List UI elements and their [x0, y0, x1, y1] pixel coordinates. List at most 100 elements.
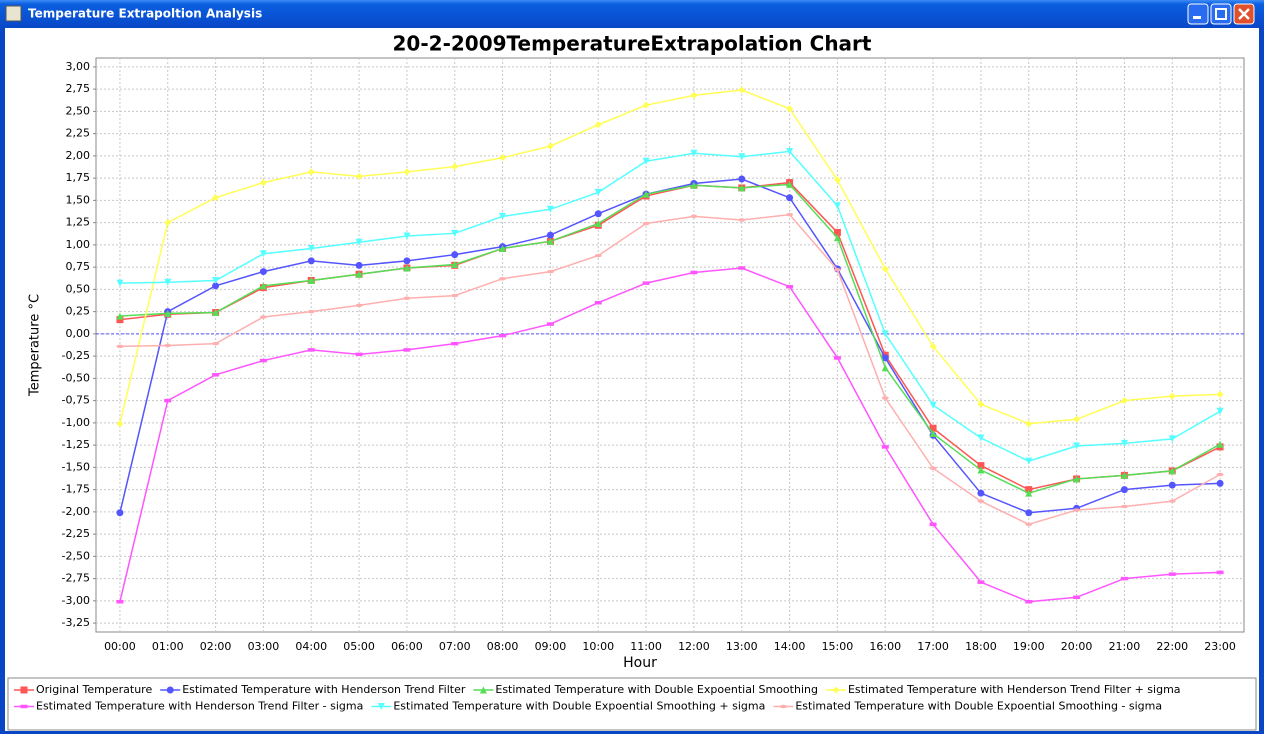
x-tick-label: 23:00: [1204, 640, 1236, 653]
data-point: [259, 179, 267, 187]
data-point: [259, 315, 267, 319]
data-point: [1073, 508, 1081, 512]
data-point: [690, 149, 698, 157]
data-point: [594, 220, 602, 228]
x-tick-label: 15:00: [822, 640, 854, 653]
y-tick-label: 1,00: [66, 238, 91, 251]
legend-marker: [377, 703, 385, 710]
data-point: [786, 212, 794, 217]
data-point: [1025, 420, 1033, 428]
window-title: Temperature Extrapoltion Analysis: [28, 7, 262, 21]
data-point: [833, 176, 841, 184]
data-point: [1168, 435, 1176, 443]
data-point: [499, 276, 507, 281]
data-point: [546, 269, 554, 274]
x-tick-label: 00:00: [104, 640, 136, 653]
chart-title: 20-2-2009TemperatureExtrapolation Chart: [393, 32, 872, 56]
y-tick-label: 2,50: [66, 104, 91, 117]
x-tick-label: 02:00: [200, 640, 232, 653]
data-point: [116, 279, 124, 287]
data-point: [642, 281, 650, 285]
data-point: [690, 214, 698, 219]
legend-label: Estimated Temperature with Double Expoen…: [393, 700, 765, 713]
data-point: [833, 356, 841, 360]
data-point: [451, 251, 459, 259]
legend-label: Estimated Temperature with Double Expoen…: [795, 700, 1162, 713]
y-tick-label: 3,00: [66, 60, 91, 73]
plot-area: [95, 57, 1245, 633]
y-tick-label: 0,00: [66, 327, 91, 340]
data-point: [355, 270, 363, 278]
y-tick-label: 2,25: [66, 127, 91, 140]
x-tick-label: 01:00: [152, 640, 184, 653]
data-point: [1025, 509, 1033, 517]
data-point: [403, 348, 411, 352]
series-line: [119, 267, 1221, 603]
data-point: [833, 234, 841, 242]
data-point: [355, 261, 363, 269]
data-point: [1025, 599, 1033, 604]
data-point: [259, 250, 267, 258]
data-point: [690, 91, 698, 99]
data-point: [451, 341, 459, 346]
data-point: [546, 231, 554, 239]
y-tick-label: -2,50: [62, 549, 90, 562]
data-point: [1073, 415, 1081, 423]
x-tick-label: 08:00: [487, 640, 519, 653]
data-point: [881, 396, 889, 400]
data-point: [977, 434, 985, 442]
data-point: [499, 212, 507, 220]
data-point: [977, 466, 985, 474]
legend-marker: [779, 704, 787, 709]
data-point: [833, 228, 841, 236]
legend-label: Estimated Temperature with Henderson Tre…: [182, 683, 466, 696]
y-tick-label: -1,00: [62, 416, 90, 429]
y-axis-label: Temperature °C: [28, 294, 43, 397]
data-point: [355, 303, 363, 308]
maximize-button[interactable]: [1210, 3, 1232, 25]
minimize-icon: [1193, 16, 1201, 19]
data-point: [1025, 486, 1033, 494]
data-point: [546, 322, 554, 326]
data-point: [1120, 439, 1128, 447]
y-tick-label: -1,75: [62, 483, 90, 496]
minimize-button[interactable]: [1187, 3, 1209, 25]
data-point: [451, 293, 459, 298]
data-point: [307, 244, 315, 252]
x-tick-label: 14:00: [774, 640, 806, 653]
legend-label: Estimated Temperature with Henderson Tre…: [36, 700, 363, 713]
data-point: [594, 188, 602, 196]
y-tick-label: -3,00: [62, 594, 90, 607]
data-point: [164, 309, 172, 317]
data-point: [1025, 489, 1033, 497]
data-point: [116, 312, 124, 320]
data-point: [642, 190, 650, 198]
data-point: [594, 300, 602, 305]
data-point: [212, 309, 220, 317]
x-tick-label: 10:00: [582, 640, 614, 653]
data-point: [594, 121, 602, 129]
data-point: [116, 316, 124, 324]
x-tick-label: 12:00: [678, 640, 710, 653]
legend-label: Original Temperature: [36, 683, 152, 696]
y-tick-label: -2,00: [62, 505, 90, 518]
data-point: [738, 184, 746, 192]
x-tick-label: 20:00: [1061, 640, 1093, 653]
data-point: [1168, 499, 1176, 503]
x-tick-label: 19:00: [1013, 640, 1045, 653]
data-point: [881, 445, 889, 449]
y-tick-label: -0,25: [62, 349, 90, 362]
x-tick-label: 03:00: [248, 640, 280, 653]
data-point: [642, 157, 650, 165]
legend-marker: [166, 686, 174, 694]
x-tick-label: 04:00: [295, 640, 327, 653]
data-point: [1120, 486, 1128, 494]
y-tick-label: 1,50: [66, 193, 91, 206]
data-point: [1216, 570, 1224, 575]
data-point: [1120, 471, 1128, 479]
data-point: [212, 341, 220, 346]
data-point: [738, 218, 746, 222]
x-axis-label: Hour: [623, 655, 657, 671]
y-tick-label: -2,25: [62, 527, 90, 540]
